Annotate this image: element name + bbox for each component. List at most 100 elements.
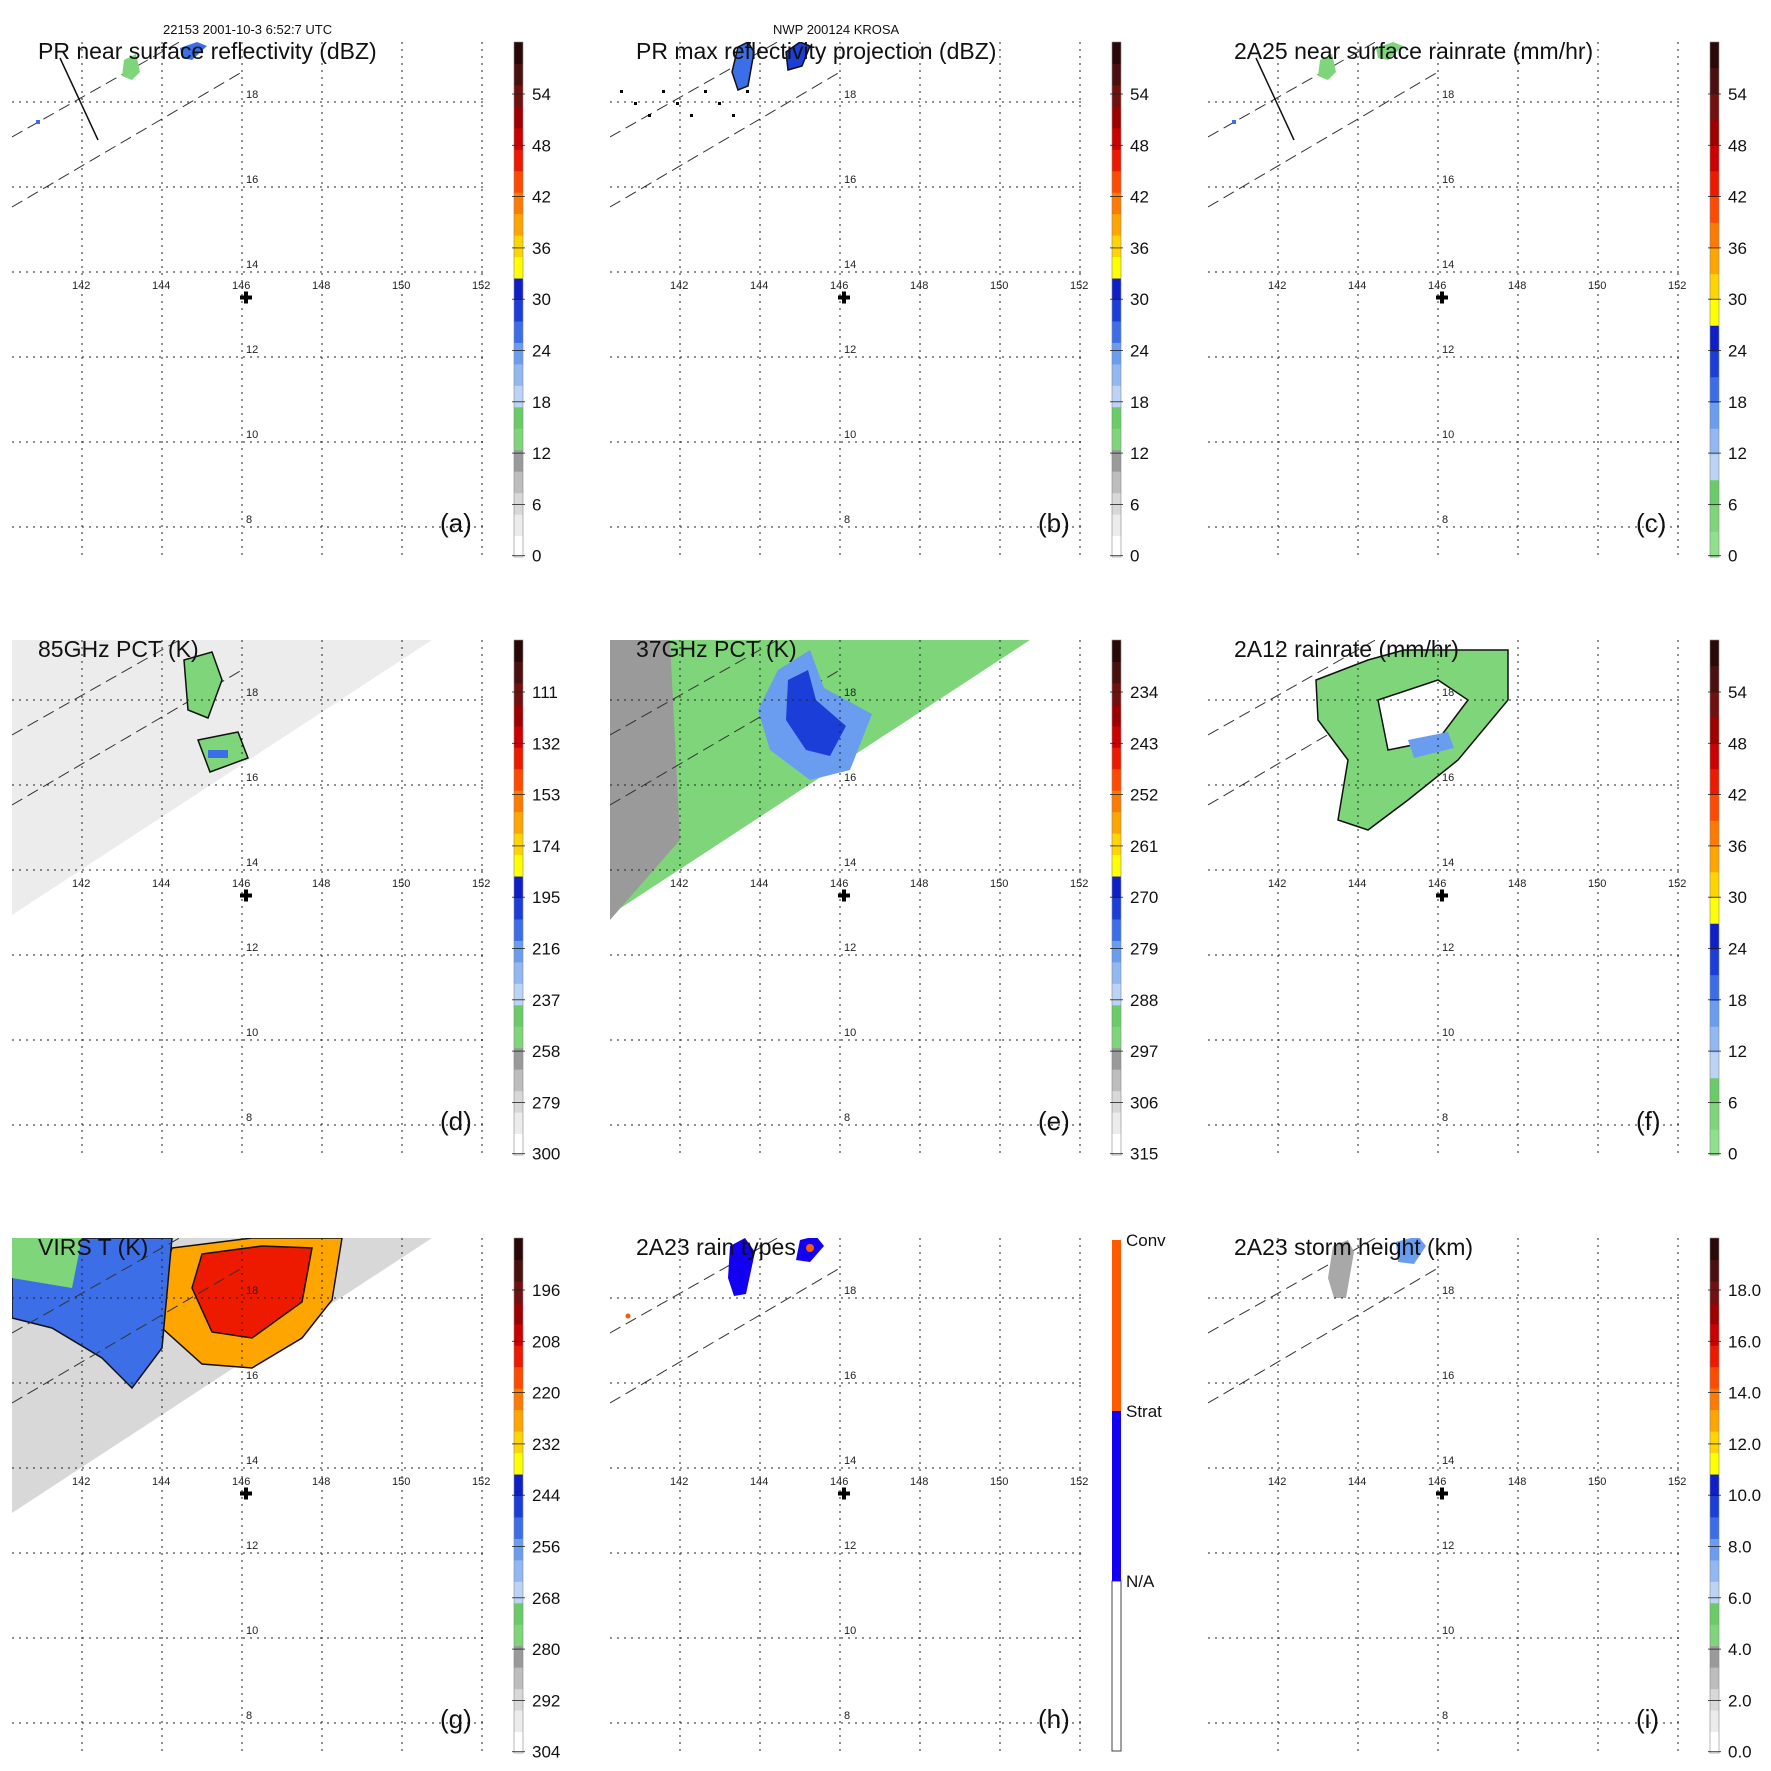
colorbar-swatch	[1112, 918, 1121, 941]
colorbar-tick-label: 48	[1728, 136, 1747, 155]
map-grid: 142 144 146 148 150 152 18 16 14 12 10 8	[610, 1238, 1088, 1753]
colorbar-swatch	[514, 940, 523, 963]
colorbar-tick-label: 288	[1130, 991, 1158, 1010]
colorbar-tick-label: 256	[532, 1538, 560, 1557]
max-reflectivity-echo	[731, 42, 755, 91]
longitude-tick-label: 146	[830, 878, 848, 890]
panel-label: (f)	[1636, 1106, 1661, 1136]
colorbar-swatch	[1112, 449, 1121, 472]
colorbar-swatch	[514, 1409, 523, 1432]
colorbar-tick-label: 24	[1130, 342, 1149, 361]
panel-label: (d)	[440, 1106, 472, 1136]
storm-center-marker	[240, 291, 252, 304]
colorbar-swatch	[1112, 363, 1121, 386]
rain-echo	[1318, 54, 1336, 80]
colorbar-swatch	[514, 299, 523, 322]
colorbar-swatch	[1112, 84, 1121, 107]
colorbar-swatch	[1710, 248, 1719, 275]
colorbar-swatch	[1112, 854, 1121, 877]
colorbar-tick-label: 196	[532, 1281, 560, 1300]
colorbar-tick-label: 306	[1130, 1093, 1158, 1112]
colorbar-swatch	[514, 471, 523, 494]
field-e	[610, 640, 1030, 920]
panel-label: (c)	[1636, 508, 1666, 538]
longitude-tick-label: 152	[1668, 280, 1686, 292]
colorbar-swatch	[514, 492, 523, 515]
colorbar-swatch	[1710, 1667, 1719, 1690]
colorbar-swatch	[1710, 794, 1719, 821]
colorbar-swatch	[1112, 342, 1121, 365]
colorbar-tick-label: 208	[532, 1332, 560, 1351]
storm-center-marker	[838, 889, 850, 902]
map-grid: 142 144 146 148 150 152 18 16 14 12 10 8	[1208, 42, 1686, 557]
pr-swath-edges	[12, 1238, 243, 1404]
colorbar-swatch	[514, 514, 523, 537]
latitude-tick-label: 18	[1442, 687, 1454, 699]
latitude-tick-label: 12	[844, 1540, 856, 1552]
colorbar: 54 48 42 36 30 24 18 12 6 0	[512, 41, 551, 566]
colorbar-swatch	[514, 1280, 523, 1303]
colorbar-tick-label: 24	[1728, 342, 1747, 361]
latitude-tick-label: 12	[844, 942, 856, 954]
swath-edge-line	[1208, 1267, 1439, 1404]
field-f	[1208, 640, 1509, 831]
colorbar-swatch	[1112, 897, 1121, 920]
colorbar-swatch	[1112, 192, 1121, 215]
longitude-tick-label: 148	[1508, 878, 1526, 890]
colorbar-swatch	[514, 170, 523, 193]
storm-center-marker	[1436, 1487, 1448, 1500]
colorbar-swatch	[1112, 1090, 1121, 1113]
colorbar-swatch	[514, 1559, 523, 1582]
panel-title: 2A23 rain types	[636, 1234, 796, 1260]
colorbar-swatch	[1112, 640, 1121, 662]
colorbar-swatch	[1112, 1047, 1121, 1070]
colorbar-tick-label: 14.0	[1728, 1384, 1761, 1403]
latitude-tick-label: 12	[246, 1540, 258, 1552]
latitude-tick-label: 10	[1442, 429, 1454, 441]
colorbar-tick-label: 232	[532, 1435, 560, 1454]
colorbar-swatch	[1112, 661, 1121, 684]
colorbar: Conv Strat N/A	[1111, 1231, 1166, 1752]
colorbar-tick-label: 42	[532, 188, 551, 207]
colorbar-tick-label: 48	[532, 136, 551, 155]
longitude-tick-label: 148	[312, 280, 330, 292]
colorbar-swatch	[1112, 682, 1121, 705]
latitude-tick-label: 18	[844, 89, 856, 101]
latitude-tick-label: 10	[844, 429, 856, 441]
colorbar-swatch	[1710, 376, 1719, 403]
panel-c: 142 144 146 148 150 152 18 16 14 12 10 8 54 48 42 36 30 2…	[1208, 38, 1747, 566]
colorbar-swatch	[1710, 170, 1719, 197]
colorbar-swatch	[1112, 213, 1121, 236]
colorbar-tick-label: 12	[1130, 444, 1149, 463]
colorbar-tick-label: 244	[532, 1486, 560, 1505]
colorbar-swatch	[1710, 1581, 1719, 1604]
colorbar-swatch	[1710, 402, 1719, 429]
colorbar-swatch	[514, 1452, 523, 1475]
colorbar-tick-label: 18	[1728, 393, 1747, 412]
panel-i: 142 144 146 148 150 152 18 16 14 12 10 8 18.0 16.0 14.…	[1208, 1234, 1761, 1762]
latitude-tick-label: 18	[844, 687, 856, 699]
low-emission-area	[610, 640, 680, 920]
longitude-tick-label: 152	[1668, 878, 1686, 890]
colorbar-swatch	[1710, 1710, 1719, 1733]
colorbar-tick-label: 12.0	[1728, 1435, 1761, 1454]
echo-speck	[746, 90, 749, 93]
colorbar-swatch	[1112, 535, 1121, 558]
colorbar-swatch	[1710, 67, 1719, 94]
colorbar-swatch	[514, 385, 523, 408]
colorbar-tick-label: 42	[1130, 188, 1149, 207]
colorbar-tick-label: 6	[1728, 1093, 1737, 1112]
colorbar-tick-label: 4.0	[1728, 1640, 1752, 1659]
colorbar-swatch	[1112, 471, 1121, 494]
swath-edge-line	[1208, 71, 1439, 208]
colorbar-swatch	[1710, 1259, 1719, 1282]
colorbar-swatch	[1112, 514, 1121, 537]
colorbar-swatch	[514, 768, 523, 791]
longitude-tick-label: 152	[472, 878, 490, 890]
longitude-tick-label: 146	[1428, 280, 1446, 292]
rain-free-hole	[1377, 679, 1470, 751]
longitude-tick-label: 146	[232, 1476, 250, 1488]
rain-echo	[180, 42, 207, 60]
colorbar-swatch	[514, 1345, 523, 1368]
storm-center-marker	[838, 291, 850, 304]
